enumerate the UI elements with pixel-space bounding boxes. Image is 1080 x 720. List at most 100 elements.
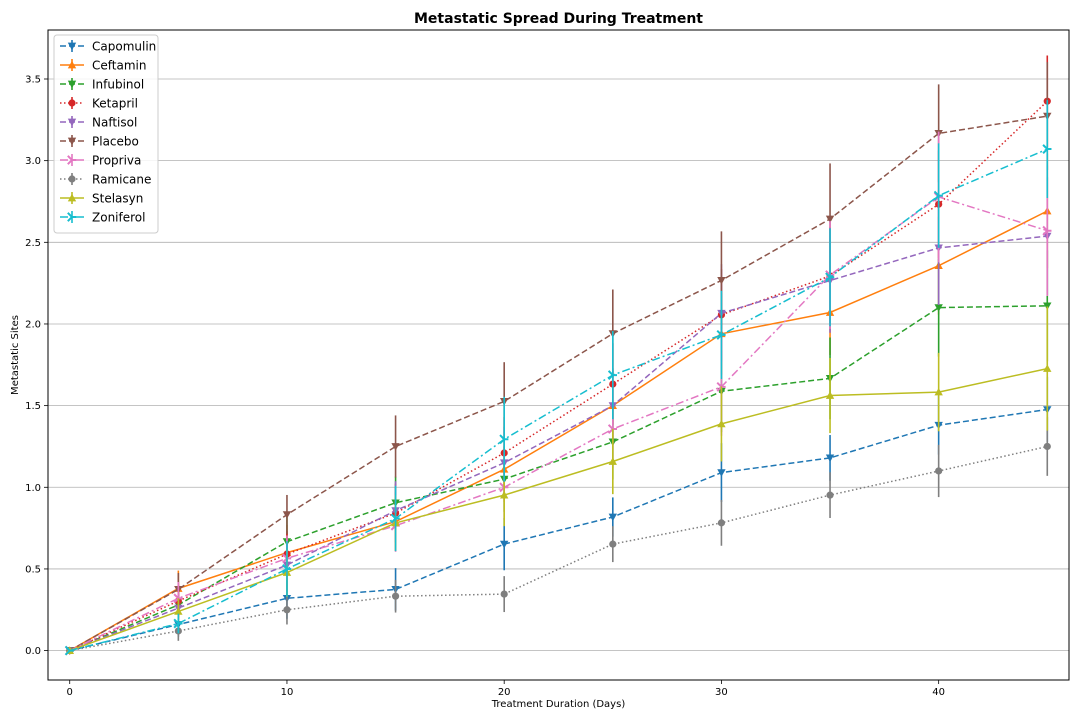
legend-item: Stelasyn xyxy=(60,192,143,206)
data-point xyxy=(391,443,400,451)
data-point xyxy=(67,118,77,127)
data-point xyxy=(390,513,400,524)
legend-item: Ramicane xyxy=(60,173,151,187)
series-line xyxy=(69,196,1048,652)
legend-item: Zoniferol xyxy=(60,211,145,225)
data-point xyxy=(1043,442,1051,451)
data-point xyxy=(1042,225,1052,236)
legend-label: Propriva xyxy=(92,154,141,168)
grid-lines xyxy=(48,78,1069,652)
data-point xyxy=(717,519,726,527)
y-tick-label: 0.0 xyxy=(25,646,41,657)
x-axis-title: Treatment Duration (Days) xyxy=(491,699,626,710)
data-point xyxy=(934,387,943,396)
data-point xyxy=(67,137,77,146)
data-point xyxy=(716,330,726,340)
data-point xyxy=(67,212,77,222)
series-ceftamin xyxy=(65,153,1052,654)
data-point xyxy=(717,419,726,428)
data-point xyxy=(825,272,835,283)
data-point xyxy=(1042,144,1052,154)
data-point xyxy=(68,175,76,183)
series-line xyxy=(69,408,1048,652)
data-point xyxy=(500,590,508,598)
chart-title: Metastatic Spread During Treatment xyxy=(414,11,703,27)
series-line xyxy=(69,367,1048,652)
series-capomulin xyxy=(65,376,1052,655)
data-point xyxy=(67,80,77,89)
x-tick-label: 30 xyxy=(715,687,728,698)
data-point xyxy=(825,391,835,399)
legend-label: Stelasyn xyxy=(92,192,143,206)
y-axis-title: Metastatic Sites xyxy=(10,315,21,395)
legend: Capomulin Ceftamin Infubinol Ketapril Naftis… xyxy=(53,34,159,234)
data-point xyxy=(1043,364,1052,372)
legend-label: Infubinol xyxy=(92,78,144,92)
legend-item: Infubinol xyxy=(60,78,144,92)
data-point xyxy=(935,467,943,475)
data-point xyxy=(67,193,77,202)
legend-label: Ceftamin xyxy=(92,59,146,73)
legend-label: Placebo xyxy=(92,135,139,149)
data-point xyxy=(499,540,509,549)
x-tick-label: 0 xyxy=(67,687,73,698)
legend-item: Ceftamin xyxy=(60,59,146,73)
y-tick-label: 3.0 xyxy=(25,156,41,167)
series-line xyxy=(69,115,1048,652)
series-zoniferol xyxy=(64,100,1052,656)
legend-item: Propriva xyxy=(60,154,141,168)
data-point xyxy=(174,607,183,615)
series-line xyxy=(69,305,1048,652)
series-layer xyxy=(64,55,1052,656)
y-tick-label: 0.5 xyxy=(25,564,41,575)
data-point xyxy=(499,490,509,499)
series-line xyxy=(69,210,1048,652)
data-point xyxy=(391,592,400,600)
data-point xyxy=(173,618,183,629)
series-placebo xyxy=(65,62,1052,655)
x-tick-label: 20 xyxy=(498,687,511,698)
y-tick-label: 1.5 xyxy=(25,401,41,412)
data-point xyxy=(499,434,509,445)
data-point xyxy=(68,99,76,107)
series-ketapril xyxy=(66,55,1051,655)
legend-item: Placebo xyxy=(60,135,139,149)
plot-frame xyxy=(47,29,1070,681)
data-point xyxy=(64,645,74,656)
series-line xyxy=(69,148,1048,652)
data-point xyxy=(607,370,618,380)
series-ramicane xyxy=(66,417,1051,655)
data-point xyxy=(609,540,617,548)
legend-item: Naftisol xyxy=(60,116,137,130)
data-point xyxy=(934,304,943,312)
data-point xyxy=(608,513,618,522)
data-point xyxy=(67,155,77,165)
legend-label: Naftisol xyxy=(92,116,137,130)
legend-label: Zoniferol xyxy=(92,211,145,225)
y-tick-label: 3.5 xyxy=(25,74,41,85)
x-tick-label: 10 xyxy=(281,687,294,698)
data-point xyxy=(826,491,834,499)
series-line xyxy=(69,235,1048,652)
series-naftisol xyxy=(65,177,1052,655)
legend-label: Ramicane xyxy=(92,173,151,187)
x-tick-label: 40 xyxy=(932,687,945,698)
y-tick-label: 2.0 xyxy=(25,319,41,330)
data-point xyxy=(282,511,292,519)
legend-item: Capomulin xyxy=(60,40,156,54)
series-stelasyn xyxy=(65,306,1052,654)
data-point xyxy=(67,42,77,51)
data-point xyxy=(717,469,726,477)
data-point xyxy=(825,215,835,224)
data-point xyxy=(933,190,943,201)
y-tick-label: 1.0 xyxy=(25,483,41,494)
data-point xyxy=(67,60,77,69)
data-point xyxy=(717,277,726,285)
data-point xyxy=(608,457,618,465)
series-line xyxy=(69,445,1048,652)
legend-item: Ketapril xyxy=(60,97,138,111)
axis-ticks: 0.0 0.5 1.0 1.5 2.0 2.5 3.0 3.5 0 10 20 30 40 xyxy=(25,74,945,698)
legend-label: Capomulin xyxy=(92,40,156,54)
